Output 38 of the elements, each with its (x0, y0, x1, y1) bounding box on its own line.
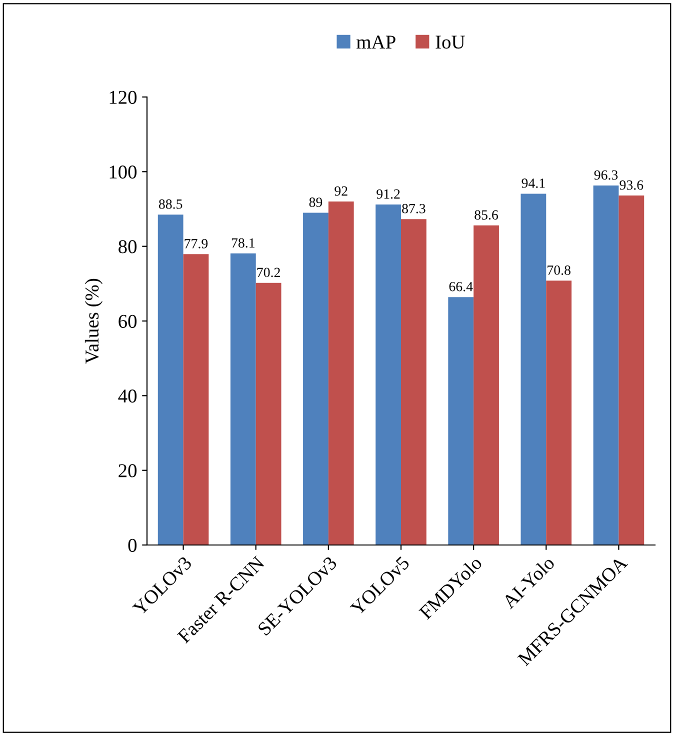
bar (520, 194, 546, 545)
data-label: 87.3 (402, 204, 426, 214)
data-label: 78.1 (232, 238, 254, 248)
y-axis-title: Values (%) (84, 278, 103, 364)
data-label: 92 (334, 186, 348, 196)
legend-label: mAP (356, 36, 396, 48)
y-tick-label: 40 (118, 389, 137, 403)
data-label: 85.6 (474, 210, 498, 220)
bar (448, 297, 474, 545)
legend-label: IoU (436, 36, 465, 49)
bar (256, 282, 282, 545)
y-tick-label: 100 (110, 165, 137, 179)
bar (328, 202, 354, 545)
data-label: 88.5 (158, 199, 182, 209)
bar (474, 225, 499, 545)
y-tick-label: 20 (118, 464, 137, 478)
bar (401, 219, 426, 545)
data-label: 93.6 (620, 180, 644, 190)
data-label: 89 (309, 198, 322, 207)
data-label: 96.3 (594, 170, 618, 180)
bar (376, 204, 401, 545)
bar (593, 185, 619, 545)
data-label: 70.2 (257, 268, 280, 278)
bar (618, 196, 644, 545)
data-label: 66.4 (449, 282, 473, 292)
y-tick-label: 60 (118, 314, 137, 328)
data-label: 91.2 (376, 189, 400, 199)
data-label: 70.8 (548, 266, 570, 275)
y-tick-label: 80 (118, 240, 137, 254)
bar (303, 212, 328, 545)
bar (546, 280, 572, 545)
bar (230, 253, 256, 545)
bar (158, 214, 184, 545)
y-tick-label: 120 (110, 90, 137, 104)
data-label: 77.9 (184, 239, 208, 248)
bar (183, 254, 209, 545)
y-tick-label: 0 (128, 538, 137, 552)
data-label: 94.1 (522, 178, 545, 188)
